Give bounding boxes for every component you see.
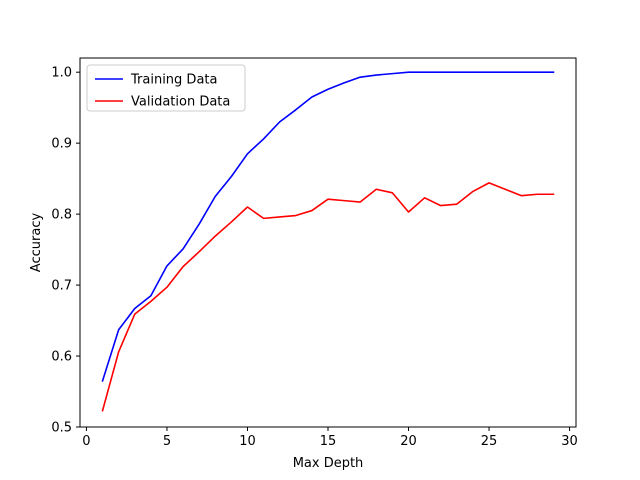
y-tick-label: 0.6 — [51, 350, 72, 365]
series-layer — [101, 71, 555, 412]
x-tick-label: 15 — [320, 434, 337, 449]
y-tick-label: 1.0 — [51, 66, 72, 81]
x-tick-label: 0 — [82, 434, 90, 449]
legend-label: Training Data — [130, 73, 217, 88]
x-tick-label: 30 — [561, 434, 578, 449]
x-tick-label: 25 — [481, 434, 498, 449]
x-tick-label: 20 — [400, 434, 417, 449]
ticks-layer: 0 5 10 15 20 25 30 0.5 0.6 0.7 0.8 0.9 1.0 — [51, 66, 578, 449]
x-axis-label: Max Depth — [293, 456, 364, 471]
series-line-validation — [101, 182, 555, 412]
y-tick-label: 0.5 — [51, 421, 72, 436]
legend-label: Validation Data — [131, 95, 230, 110]
y-axis-label: Accuracy — [29, 213, 44, 273]
series-line-training — [101, 71, 555, 382]
plot-frame — [79, 57, 577, 428]
legend-box — [86, 64, 246, 112]
legend: Training Data Validation Data — [86, 64, 246, 112]
y-tick-label: 0.8 — [51, 208, 72, 223]
x-tick-label: 5 — [163, 434, 171, 449]
y-tick-label: 0.9 — [51, 137, 72, 152]
x-tick-label: 10 — [239, 434, 256, 449]
y-tick-label: 0.7 — [51, 279, 72, 294]
